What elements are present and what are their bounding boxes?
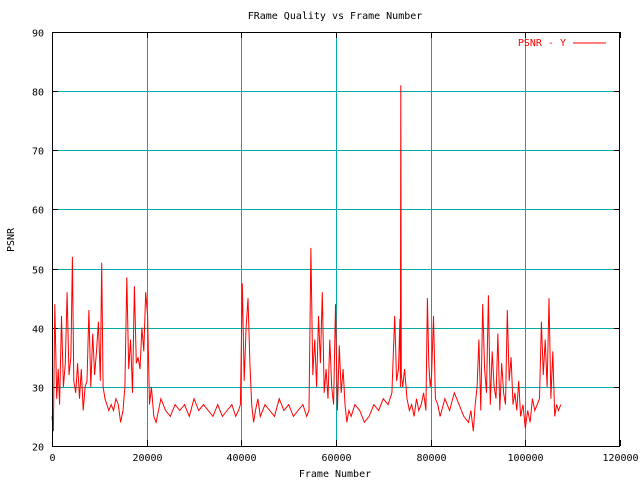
y-axis-ticks: 20 30 40 50 60 70 80 90: [32, 29, 620, 454]
y-tick-label: 90: [32, 29, 44, 40]
y-tick-label: 70: [32, 147, 44, 158]
y-tick-label: 40: [32, 325, 44, 336]
x-tick-label: 60000: [321, 453, 351, 464]
legend: PSNR - Y: [518, 38, 606, 49]
legend-label: PSNR - Y: [518, 38, 566, 49]
y-axis-label: PSNR: [6, 227, 17, 252]
x-axis-label: Frame Number: [299, 469, 371, 480]
grid-lines: [52, 32, 620, 446]
y-tick-label: 30: [32, 384, 44, 395]
psnr-y-series-line: [51, 85, 562, 432]
plot-frame: [52, 32, 620, 447]
x-tick-label: 100000: [507, 453, 543, 464]
series-layer: [51, 85, 562, 432]
y-tick-label: 80: [32, 88, 44, 99]
x-tick-label: 80000: [416, 453, 446, 464]
x-axis-ticks: 0 20000 40000 60000 80000 100000 120000: [49, 32, 639, 464]
chart-title: FRame Quality vs Frame Number: [248, 11, 423, 22]
x-tick-label: 40000: [226, 453, 256, 464]
x-tick-label: 20000: [132, 453, 162, 464]
x-tick-label: 120000: [602, 453, 638, 464]
y-tick-label: 60: [32, 206, 44, 217]
x-tick-label: 0: [49, 453, 55, 464]
y-tick-label: 20: [32, 443, 44, 454]
y-tick-label: 50: [32, 266, 44, 277]
